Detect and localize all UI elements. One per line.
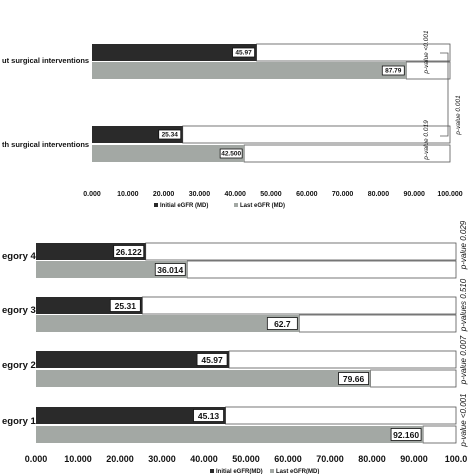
bar-initial — [36, 351, 230, 368]
x-tick-label: 80.000 — [368, 191, 390, 198]
category-label: th surgical interventions — [2, 140, 89, 149]
data-label: 26.122 — [116, 247, 142, 257]
x-tick-label: 100.000 — [437, 191, 462, 198]
data-label-box — [338, 372, 369, 385]
bar-initial — [92, 44, 257, 61]
data-label-box — [113, 245, 145, 258]
chart-bottom: egory 4 egory 3 egory 2 egory 1 26.122 36.014… — [2, 220, 468, 474]
data-label-box — [193, 409, 224, 422]
x-tick-label: 0.000 — [25, 454, 48, 464]
bar-last — [36, 315, 300, 332]
legend-swatch — [154, 203, 158, 207]
data-label-box — [158, 129, 182, 140]
data-label: 92.160 — [393, 430, 419, 440]
data-label: 45.13 — [198, 411, 220, 421]
x-tick-label: 70.000 — [316, 454, 344, 464]
data-label: 45.97 — [235, 50, 252, 57]
x-tick-label: 50.000 — [232, 454, 260, 464]
bar-outline — [243, 144, 451, 163]
significance-bracket — [440, 52, 449, 137]
x-tick-label: 60.000 — [296, 191, 318, 198]
legend-swatch — [270, 469, 274, 473]
x-tick-label: 30.000 — [148, 454, 176, 464]
legend-label: Initial eGFR (MD) — [160, 203, 208, 209]
x-tick-label: 90.000 — [403, 191, 425, 198]
bar-outline — [228, 350, 457, 369]
p-value-label: p-value 0.029 — [459, 220, 468, 270]
x-tick-label: 70.000 — [332, 191, 354, 198]
data-label-box — [196, 353, 228, 366]
x-tick-label: 10.000 — [64, 454, 92, 464]
bar-last — [92, 62, 407, 79]
x-tick-label: 100.0 — [445, 454, 468, 464]
bar-last — [92, 145, 245, 162]
x-tick-label: 20.000 — [106, 454, 134, 464]
data-label: 36.014 — [157, 265, 183, 275]
bar-outline — [186, 260, 457, 279]
data-label-box — [381, 65, 405, 76]
x-tick-label: 20.000 — [153, 191, 175, 198]
category-label: egory 4 — [2, 251, 37, 262]
x-tick-label: 60.000 — [274, 454, 302, 464]
legend-label: Initial eGFR(MD) — [216, 469, 263, 474]
p-value-label: p-value <0.001 — [459, 393, 468, 447]
bar-outline — [298, 314, 457, 333]
x-tick-label: 90.000 — [400, 454, 428, 464]
bar-outline — [422, 425, 457, 444]
category-label: egory 1 — [2, 416, 37, 427]
chart-top: ut surgical interventions th surgical int… — [2, 30, 463, 209]
legend-label: Last eGFR(MD) — [276, 469, 319, 474]
x-tick-label: 80.000 — [358, 454, 386, 464]
x-tick-label: 10.000 — [117, 191, 139, 198]
data-label: 25.34 — [162, 132, 179, 139]
bar-outline — [145, 242, 457, 261]
p-value-label: p-values 0.510 — [459, 278, 468, 332]
data-label-box — [232, 47, 255, 58]
data-label: 42.500 — [221, 151, 241, 158]
bar-outline — [256, 43, 451, 62]
bar-outline — [182, 125, 451, 144]
data-label: 62.7 — [274, 319, 291, 329]
p-value-label: p-value 0.019 — [423, 120, 430, 161]
category-label: ut surgical interventions — [2, 56, 89, 65]
category-label: egory 2 — [2, 360, 36, 371]
bar-last — [36, 426, 424, 443]
data-label-box — [219, 148, 243, 159]
x-tick-label: 40.000 — [190, 454, 218, 464]
bar-outline — [141, 296, 457, 315]
data-label: 79.66 — [343, 374, 365, 384]
bar-initial — [36, 407, 226, 424]
category-label: egory 3 — [2, 305, 36, 316]
x-tick-label: 30.000 — [189, 191, 211, 198]
data-label: 87.79 — [385, 68, 402, 75]
x-tick-label: 40.000 — [224, 191, 246, 198]
legend-label: Last eGFR (MD) — [240, 203, 285, 209]
data-label-box — [266, 317, 298, 330]
bar-last — [36, 261, 188, 278]
x-tick-label: 50.000 — [260, 191, 282, 198]
data-label-box — [390, 428, 422, 441]
legend-swatch — [210, 469, 214, 473]
p-value-label: p-value 0.001 — [455, 95, 462, 136]
bar-outline — [370, 369, 457, 388]
bar-outline — [225, 406, 457, 425]
x-tick-label: 0.000 — [83, 191, 101, 198]
bar-last — [36, 370, 371, 387]
data-label-box — [109, 299, 141, 312]
p-value-label: p-value 0.007 — [459, 335, 468, 385]
data-label: 25.31 — [115, 301, 137, 311]
data-label-box — [154, 263, 186, 276]
p-value-label: p-value <0.001 — [423, 30, 430, 75]
data-label: 45.97 — [201, 355, 223, 365]
legend-swatch — [234, 203, 238, 207]
